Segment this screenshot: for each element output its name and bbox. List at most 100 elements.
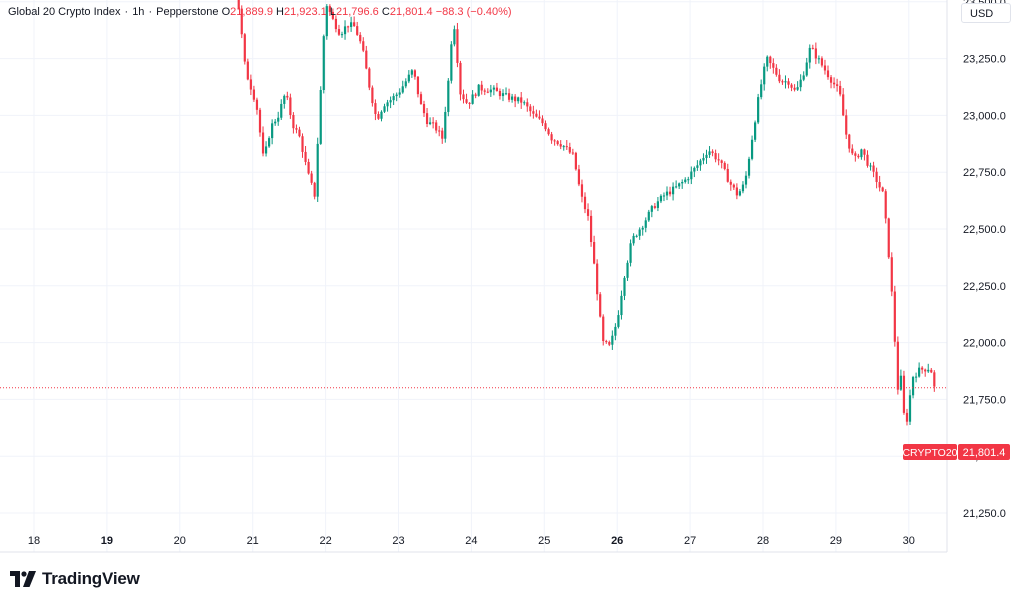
low-value: 21,796.6: [335, 6, 379, 18]
candle-body: [520, 97, 523, 103]
candle-body: [523, 102, 526, 104]
candle-body: [453, 29, 456, 45]
candle-body: [571, 152, 574, 154]
candle-body: [750, 139, 754, 159]
candle-body: [690, 171, 693, 180]
candle-body: [268, 138, 271, 147]
candle-body: [274, 121, 277, 124]
candle-body: [705, 154, 708, 158]
currency-selector[interactable]: USD: [961, 3, 1011, 23]
candle-body: [325, 6, 328, 37]
candle-body: [918, 367, 921, 377]
candle-body: [784, 81, 787, 83]
candle-body: [392, 96, 395, 101]
candle-body: [501, 93, 505, 97]
candle-body: [632, 235, 635, 244]
candle-body: [468, 102, 471, 104]
candle-body: [243, 34, 246, 62]
tradingview-logo[interactable]: TradingView: [10, 569, 140, 589]
candle-body: [741, 184, 745, 192]
candle-body: [486, 91, 489, 93]
symbol-legend[interactable]: Global 20 Crypto Index · 1h · Pepperstone O2…: [8, 6, 512, 18]
candle-body: [805, 62, 808, 76]
candle-body: [334, 18, 338, 30]
time-tick-label: 28: [757, 535, 769, 547]
candle-body: [450, 44, 453, 81]
candle-body: [911, 377, 915, 396]
candle-body: [747, 158, 751, 176]
high-value: 21,923.1: [283, 6, 327, 18]
candle-body: [754, 122, 757, 140]
candle-body: [602, 316, 605, 342]
time-axis[interactable]: 18 19 20 21 22 23 24 25 26 27 28 29 30: [28, 535, 915, 547]
candle-body: [362, 41, 365, 51]
last-price-label: 21,801.4: [963, 447, 1006, 459]
candle-body: [419, 94, 423, 105]
candle-body: [614, 326, 617, 336]
candle-body: [553, 140, 556, 142]
candle-body: [343, 26, 347, 35]
price-axis[interactable]: 21,250.021,500.021,750.022,000.022,250.0…: [963, 0, 1006, 520]
candle-body: [596, 263, 599, 295]
candle-body: [869, 165, 872, 167]
candle-body: [933, 372, 936, 387]
candle-body: [365, 50, 368, 69]
candle-body: [544, 123, 547, 130]
candle-body: [538, 116, 541, 119]
candle-body: [763, 66, 766, 85]
candle-body: [839, 85, 842, 95]
candle-body: [261, 132, 265, 154]
candle-body: [401, 86, 404, 93]
candle-body: [517, 97, 520, 102]
candle-body: [307, 161, 310, 174]
time-tick-label: 25: [538, 535, 550, 547]
candle-body: [699, 160, 702, 166]
candle-body: [586, 209, 590, 216]
candle-body: [665, 191, 669, 196]
symbol-label-box: [903, 444, 957, 460]
candle-body: [511, 96, 514, 100]
symbol-label: CRYPTO20: [902, 447, 957, 459]
candle-body: [693, 167, 696, 172]
candle-body: [371, 87, 374, 104]
candle-body: [532, 111, 535, 114]
candle-body: [675, 186, 678, 188]
candle-body: [395, 94, 398, 97]
candle-body: [465, 99, 468, 103]
candle-body: [857, 155, 860, 158]
candle-body: [823, 65, 827, 71]
candle-body: [896, 341, 899, 390]
candle-body: [447, 80, 450, 112]
candle-body: [389, 100, 392, 103]
candle-body: [583, 196, 587, 210]
candle-body: [629, 243, 632, 263]
candle-body: [914, 376, 918, 378]
candle-body: [377, 114, 380, 119]
candle-body: [608, 342, 611, 345]
candle-body: [863, 149, 866, 155]
candle-body: [799, 79, 802, 88]
candle-body: [562, 146, 565, 148]
candle-body: [653, 206, 656, 208]
candle-body: [881, 187, 884, 192]
candle-body: [435, 122, 438, 131]
candle-body: [550, 134, 553, 141]
candle-body: [383, 106, 386, 112]
candle-body: [671, 186, 675, 195]
candle-body: [535, 113, 538, 117]
candle-body: [589, 215, 593, 243]
candle-body: [577, 169, 581, 185]
candle-body: [656, 201, 660, 208]
candle-body: [866, 154, 869, 166]
candle-body: [593, 242, 596, 264]
candle-body: [696, 165, 699, 168]
candle-body: [480, 84, 483, 91]
candle-body: [817, 58, 820, 60]
change-value: −88.3 (−0.40%): [435, 6, 512, 18]
candle-body: [826, 70, 830, 78]
candle-body: [702, 157, 705, 161]
candle-body: [410, 70, 413, 75]
candle-body: [924, 369, 927, 372]
candle-body: [814, 48, 817, 59]
